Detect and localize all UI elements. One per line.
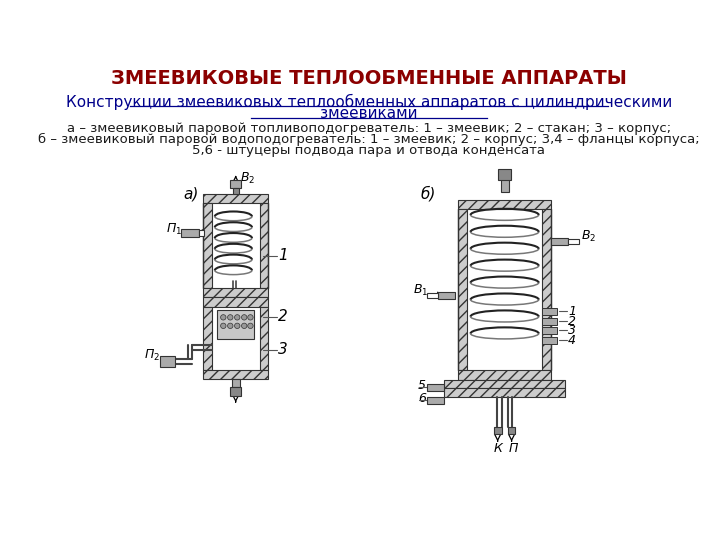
Circle shape	[220, 323, 226, 328]
Bar	[568, 239, 579, 244]
Bar	[203, 204, 212, 288]
Bar	[551, 238, 568, 245]
Circle shape	[220, 315, 226, 320]
Bar	[427, 293, 438, 298]
Bar	[217, 309, 254, 339]
Text: К: К	[494, 442, 503, 455]
Circle shape	[235, 315, 240, 320]
Text: П: П	[508, 442, 518, 455]
Bar	[438, 292, 455, 299]
Text: б): б)	[421, 186, 436, 202]
Text: 4: 4	[568, 334, 576, 347]
Bar	[260, 204, 269, 288]
Bar	[203, 288, 269, 298]
Text: 2: 2	[279, 309, 288, 324]
Bar	[542, 318, 557, 325]
Circle shape	[228, 315, 233, 320]
Circle shape	[248, 315, 253, 320]
Text: $B_2$: $B_2$	[240, 171, 255, 186]
Bar	[203, 370, 269, 379]
Text: $П_1$: $П_1$	[166, 222, 182, 237]
Bar	[542, 327, 557, 334]
Circle shape	[241, 315, 247, 320]
Bar	[458, 200, 551, 209]
Text: 1: 1	[568, 305, 576, 318]
Bar	[542, 209, 551, 370]
Circle shape	[241, 323, 247, 328]
Circle shape	[228, 323, 233, 328]
Circle shape	[248, 323, 253, 328]
Bar	[458, 370, 551, 380]
Text: 3: 3	[568, 324, 576, 337]
Bar	[260, 307, 269, 370]
Text: 5,6 - штуцеры подвода пара и отвода конденсата: 5,6 - штуцеры подвода пара и отвода конд…	[192, 144, 546, 157]
Text: $B_2$: $B_2$	[580, 229, 595, 244]
Bar	[494, 427, 502, 434]
Text: 3: 3	[279, 342, 288, 357]
Text: б – змеевиковый паровой водоподогреватель: 1 – змеевик; 2 – корпус; 3,4 – фланцы: б – змеевиковый паровой водоподогревател…	[38, 133, 700, 146]
Text: змеевиками: змеевиками	[320, 106, 418, 121]
Text: а – змеевиковый паровой топливоподогреватель: 1 – змеевик; 2 – стакан; 3 – корпу: а – змеевиковый паровой топливоподогрева…	[67, 122, 671, 135]
Bar	[181, 229, 199, 237]
Bar	[444, 380, 565, 388]
Bar	[230, 180, 241, 188]
Bar	[542, 308, 557, 315]
Text: а): а)	[183, 187, 199, 201]
Bar	[427, 397, 444, 403]
Text: $B_1$: $B_1$	[413, 283, 428, 298]
Text: $П_2$: $П_2$	[144, 348, 161, 363]
Bar	[444, 388, 565, 397]
Bar	[203, 194, 269, 204]
Bar	[203, 307, 212, 370]
Text: 5: 5	[418, 380, 426, 393]
Bar	[199, 231, 204, 236]
Text: Конструкции змеевиковых теплообменных аппаратов с цилиндрическими: Конструкции змеевиковых теплообменных ап…	[66, 93, 672, 110]
Text: 1: 1	[279, 248, 288, 264]
Text: ЗМЕЕВИКОВЫЕ ТЕПЛООБМЕННЫЕ АППАРАТЫ: ЗМЕЕВИКОВЫЕ ТЕПЛООБМЕННЫЕ АППАРАТЫ	[111, 69, 627, 88]
Bar	[508, 427, 516, 434]
Text: 6: 6	[418, 392, 426, 404]
Bar	[500, 178, 508, 192]
Bar	[212, 204, 260, 288]
Bar	[232, 379, 240, 387]
Bar	[160, 356, 175, 367]
Bar	[458, 209, 467, 370]
Circle shape	[235, 323, 240, 328]
Bar	[498, 168, 510, 179]
Bar	[467, 209, 542, 370]
Text: 2: 2	[568, 315, 576, 328]
Bar	[542, 338, 557, 345]
Bar	[230, 387, 241, 396]
Bar	[203, 298, 269, 307]
Bar	[233, 188, 239, 194]
Bar	[427, 384, 444, 391]
